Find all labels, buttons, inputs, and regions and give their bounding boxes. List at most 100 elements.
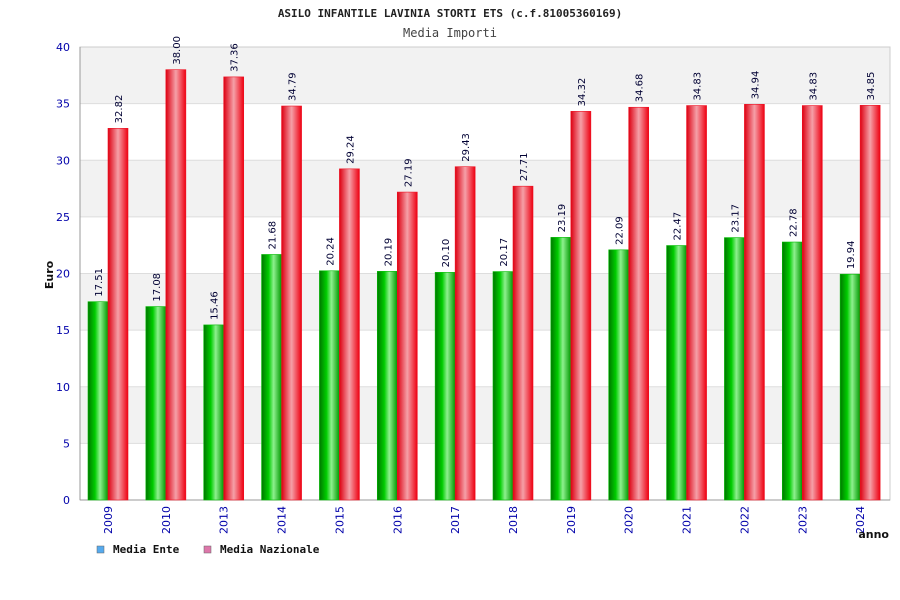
bar-media-ente[interactable] — [203, 324, 225, 501]
data-label: 17.08 — [152, 273, 163, 302]
data-label: 17.51 — [94, 268, 105, 297]
y-tick-label: 5 — [63, 437, 70, 450]
bar-media-ente[interactable] — [145, 306, 167, 501]
chart-subtitle: Media Importi — [403, 26, 497, 40]
data-label: 34.83 — [808, 72, 819, 101]
y-tick-label: 20 — [56, 268, 70, 281]
data-label: 22.78 — [788, 208, 799, 237]
bar-media-ente[interactable] — [608, 249, 630, 501]
bar-media-nazionale[interactable] — [801, 105, 823, 501]
x-tick-label: 2016 — [391, 506, 404, 534]
bar-media-nazionale[interactable] — [628, 106, 650, 501]
grid-band — [80, 47, 890, 104]
bar-media-ente[interactable] — [839, 273, 861, 501]
data-label: 34.79 — [288, 72, 299, 101]
bar-media-nazionale[interactable] — [165, 69, 187, 501]
data-label: 21.68 — [268, 221, 279, 250]
data-label: 15.46 — [210, 291, 221, 320]
x-tick-label: 2023 — [796, 506, 809, 534]
data-label: 34.68 — [635, 74, 646, 103]
bar-media-nazionale[interactable] — [512, 185, 534, 501]
x-tick-label: 2015 — [333, 506, 346, 534]
bar-media-nazionale[interactable] — [107, 128, 129, 501]
data-label: 20.17 — [499, 238, 510, 267]
data-label: 20.10 — [441, 239, 452, 268]
x-tick-label: 2024 — [854, 506, 867, 534]
value-labels: 17.51 32.82 17.08 38.00 15.46 37.36 21.68 34.79… — [94, 36, 877, 320]
data-label: 34.32 — [577, 78, 588, 107]
bar-media-nazionale[interactable] — [223, 76, 245, 501]
data-label: 34.94 — [750, 71, 761, 100]
data-label: 23.19 — [557, 204, 568, 233]
bar-media-nazionale[interactable] — [570, 111, 592, 501]
y-tick-label: 35 — [56, 98, 70, 111]
bar-media-nazionale[interactable] — [686, 105, 707, 501]
x-tick-label: 2010 — [160, 506, 173, 534]
y-tick-label: 30 — [56, 154, 70, 167]
y-tick-label: 25 — [56, 211, 70, 224]
grid-band — [80, 386, 890, 444]
y-tick-labels: 0 5 10 15 20 25 30 35 40 — [56, 41, 70, 507]
bar-media-nazionale[interactable] — [454, 166, 476, 501]
grid-band — [80, 216, 890, 274]
data-label: 34.83 — [693, 72, 704, 101]
grid-band — [80, 330, 890, 387]
data-label: 34.85 — [866, 72, 877, 101]
y-tick-label: 0 — [63, 494, 70, 507]
bar-media-nazionale[interactable] — [744, 104, 765, 501]
data-label: 29.24 — [345, 135, 356, 164]
y-tick-label: 15 — [56, 324, 70, 337]
bar-media-ente[interactable] — [724, 237, 745, 501]
x-tick-label: 2019 — [565, 506, 578, 534]
data-label: 22.09 — [615, 216, 626, 245]
legend-label-nazionale: Media Nazionale — [220, 543, 320, 556]
legend: Media Ente Media Nazionale — [96, 543, 320, 556]
x-tick-label: 2018 — [507, 506, 520, 534]
bar-media-ente[interactable] — [781, 241, 803, 501]
bar-media-ente[interactable] — [666, 245, 687, 501]
grid-band — [80, 273, 890, 331]
x-tick-label: 2017 — [449, 506, 462, 534]
data-label: 27.19 — [403, 158, 414, 187]
y-axis-label: Euro — [43, 260, 56, 289]
data-label: 23.17 — [730, 204, 741, 233]
bar-media-ente[interactable] — [492, 271, 514, 501]
data-label: 32.82 — [114, 95, 125, 124]
x-tick-label: 2021 — [681, 506, 694, 534]
legend-item-ente[interactable]: Media Ente — [96, 543, 180, 556]
x-tick-label: 2009 — [102, 506, 115, 534]
grid-band — [80, 160, 890, 217]
legend-item-nazionale[interactable]: Media Nazionale — [203, 543, 320, 556]
bar-media-ente[interactable] — [87, 301, 109, 501]
data-label: 22.47 — [673, 212, 684, 241]
grid-band — [80, 443, 890, 500]
y-tick-label: 10 — [56, 381, 70, 394]
data-label: 20.24 — [325, 237, 336, 266]
data-label: 38.00 — [172, 36, 183, 65]
bar-media-ente[interactable] — [434, 272, 456, 501]
grid-band — [80, 103, 890, 161]
data-label: 20.19 — [383, 238, 394, 267]
bar-media-ente[interactable] — [319, 270, 340, 501]
x-axis-label: anno — [858, 528, 889, 541]
legend-label-ente: Media Ente — [113, 543, 180, 556]
bar-media-ente[interactable] — [376, 271, 398, 501]
chart-title: ASILO INFANTILE LAVINIA STORTI ETS (c.f.… — [278, 7, 622, 20]
bar-media-nazionale[interactable] — [281, 105, 302, 501]
data-label: 19.94 — [846, 241, 857, 270]
x-tick-label: 2014 — [276, 506, 289, 534]
bar-media-nazionale[interactable] — [859, 105, 881, 501]
bar-media-nazionale[interactable] — [339, 168, 360, 501]
x-tick-labels: 2009 2010 2013 2014 2015 2016 2017 2018 2019 2020… — [102, 506, 867, 534]
bar-media-ente[interactable] — [261, 254, 282, 501]
bar-media-nazionale[interactable] — [396, 191, 418, 501]
bar-media-ente[interactable] — [550, 237, 572, 501]
legend-swatch-nazionale — [203, 545, 212, 554]
x-tick-label: 2020 — [623, 506, 636, 534]
legend-swatch-ente — [96, 545, 105, 554]
x-tick-label: 2022 — [738, 506, 751, 534]
data-label: 27.71 — [519, 153, 530, 182]
x-tick-label: 2013 — [218, 506, 231, 534]
data-label: 29.43 — [461, 133, 472, 162]
